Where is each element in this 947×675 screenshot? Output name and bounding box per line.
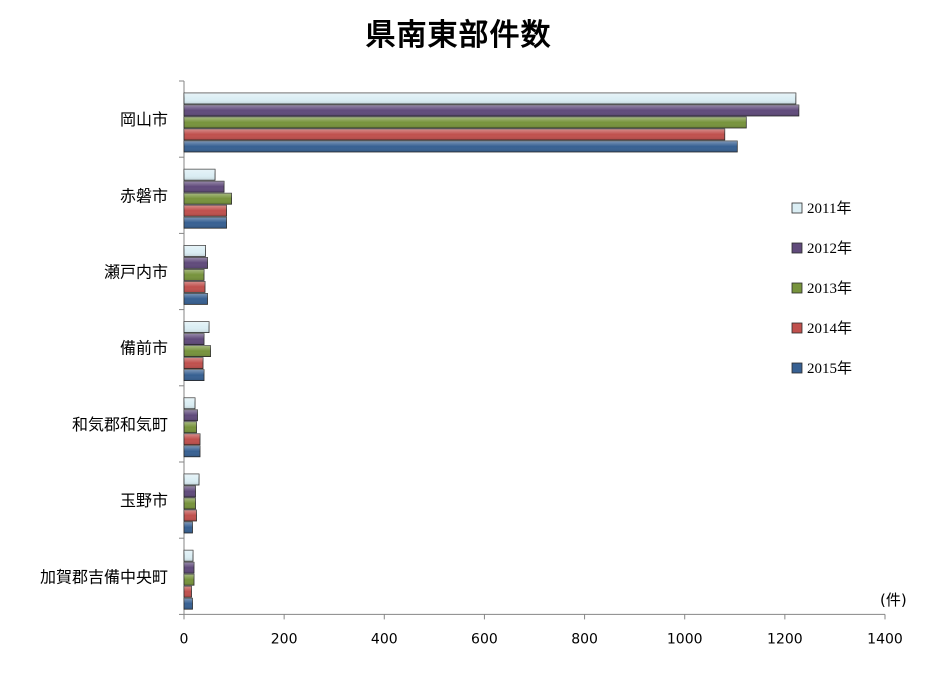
bar-highlight (184, 333, 205, 345)
bar-highlight (184, 293, 208, 305)
x-tick-label: 600 (471, 631, 498, 647)
bar-highlight (184, 486, 196, 497)
legend-swatch (791, 282, 803, 294)
bar-highlight (184, 321, 210, 333)
bar-highlight (184, 281, 206, 293)
x-tick-label: 800 (571, 631, 598, 647)
legend: 2011年 2012年 2013年 2014年 2015年 (791, 200, 852, 377)
legend-label: 2015年 (807, 360, 852, 377)
bar-highlight (184, 193, 232, 205)
legend-label: 2014年 (807, 320, 852, 337)
bar-highlight (184, 357, 204, 369)
bar-highlight (184, 433, 201, 445)
bar-highlight (184, 397, 196, 409)
bar-highlight (184, 141, 738, 152)
bar-highlight (184, 550, 194, 562)
legend-swatch (791, 322, 803, 334)
bar-highlight (184, 474, 200, 485)
bar-highlight (184, 257, 208, 269)
bar-highlight (184, 117, 747, 128)
bar-highlight (184, 205, 227, 217)
bar-highlight (184, 586, 192, 598)
bar-highlight (184, 93, 796, 104)
x-tick-label: 1000 (667, 631, 703, 647)
bar-highlight (184, 510, 197, 521)
bar-highlight (184, 181, 225, 193)
unit-label: (件) (880, 591, 907, 609)
bar-highlight (184, 105, 799, 116)
category-label: 玉野市 (120, 491, 168, 510)
bar-highlight (184, 421, 197, 433)
category-label: 岡山市 (120, 110, 168, 129)
bar-highlight (184, 522, 193, 533)
x-tick-label: 400 (371, 631, 398, 647)
bar-highlight (184, 269, 205, 281)
x-tick-label: 0 (180, 631, 189, 647)
category-label: 赤磐市 (120, 186, 168, 205)
bar-highlight (184, 345, 211, 357)
bar-highlight (184, 498, 196, 509)
bar-highlight (184, 169, 216, 181)
bar-highlight (184, 574, 195, 586)
legend-swatch (791, 242, 803, 254)
bar-highlight (184, 129, 725, 140)
legend-label: 2012年 (807, 240, 852, 257)
bars (183, 92, 800, 610)
legend-label: 2011年 (807, 200, 851, 217)
legend-swatch (791, 362, 803, 374)
x-tick-label: 1400 (867, 631, 903, 647)
legend-label: 2013年 (807, 280, 852, 297)
bar-highlight (184, 369, 205, 381)
x-tick-label: 1200 (767, 631, 803, 647)
legend-swatch (791, 202, 803, 214)
category-label: 加賀郡吉備中央町 (40, 567, 168, 586)
chart-title: 県南東部件数 (365, 18, 552, 53)
bar-highlight (184, 562, 195, 574)
category-label: 備前市 (120, 339, 168, 358)
bar-highlight (184, 409, 198, 421)
category-label: 和気郡和気町 (72, 415, 168, 434)
category-label: 瀬戸内市 (104, 263, 168, 282)
x-tick-label: 200 (271, 631, 298, 647)
bar-highlight (184, 245, 206, 257)
bar-highlight (184, 598, 193, 610)
bar-highlight (184, 445, 201, 457)
bar-highlight (184, 217, 227, 229)
